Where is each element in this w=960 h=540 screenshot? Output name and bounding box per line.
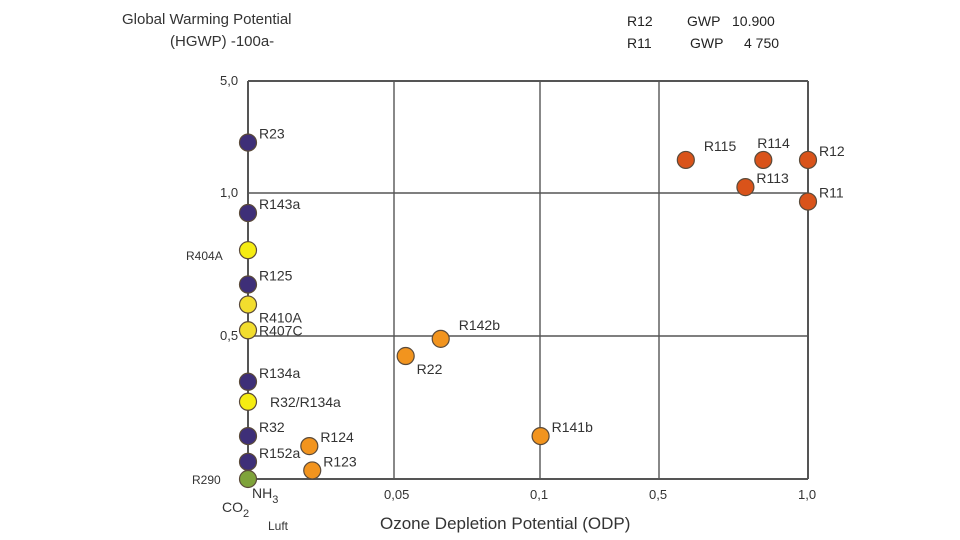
point-label: R407C bbox=[259, 322, 303, 338]
y-tick-label: 5,0 bbox=[220, 73, 238, 88]
point-marker bbox=[736, 178, 755, 197]
extra-label-nh: NH3 bbox=[252, 485, 278, 506]
point-label: R134a bbox=[259, 365, 300, 381]
data-point-r123: R123 bbox=[303, 453, 357, 480]
data-point-r152a: R152a bbox=[238, 445, 300, 471]
point-label: R32/R134a bbox=[270, 394, 341, 410]
point-marker bbox=[238, 469, 258, 489]
data-point-r404a: R404A bbox=[186, 241, 258, 263]
point-marker bbox=[676, 150, 695, 170]
data-point-r23: R23 bbox=[238, 126, 285, 152]
point-label: R124 bbox=[320, 429, 354, 445]
x-tick-label: 1,0 bbox=[798, 487, 816, 502]
point-label: R32 bbox=[259, 419, 285, 435]
point-label: R12 bbox=[819, 143, 845, 159]
data-point-r32: R32 bbox=[238, 419, 285, 446]
point-label: R404A bbox=[186, 249, 223, 263]
data-point-r124: R124 bbox=[300, 429, 354, 456]
point-label: R152a bbox=[259, 445, 300, 461]
point-label: R141b bbox=[552, 419, 593, 435]
point-marker bbox=[396, 346, 415, 366]
point-label: R142b bbox=[459, 317, 500, 333]
annotation-r11-name: R11 bbox=[627, 35, 652, 51]
y-tick-label: 1,0 bbox=[220, 185, 238, 200]
annotation-r12-name: R12 bbox=[627, 13, 653, 29]
data-point-r125: R125 bbox=[238, 268, 293, 294]
x-tick-label: 0,05 bbox=[384, 487, 409, 502]
data-point-r142b: R142b bbox=[431, 317, 500, 348]
extra-label-luft: Luft bbox=[268, 519, 289, 533]
point-marker bbox=[754, 150, 773, 170]
point-label: R123 bbox=[323, 453, 357, 469]
y-tick-label: 0,5 bbox=[220, 328, 238, 343]
point-marker bbox=[238, 452, 258, 471]
tick-labels: 0,05 0,1 0,5 1,0 0,5 1,0 5,0 bbox=[220, 73, 816, 502]
point-label: R143a bbox=[259, 196, 300, 212]
point-label: R114 bbox=[757, 135, 790, 151]
data-point-r115: R115 bbox=[676, 138, 737, 170]
x-axis-label: Ozone Depletion Potential (ODP) bbox=[380, 514, 630, 533]
data-point-r22: R22 bbox=[396, 346, 443, 377]
point-marker bbox=[798, 150, 818, 170]
point-label: R23 bbox=[259, 126, 285, 142]
chart-title-line2: (HGWP) -100a- bbox=[170, 33, 275, 50]
point-label: R410A bbox=[259, 310, 302, 326]
point-label: R115 bbox=[704, 138, 737, 154]
data-point-r113: R113 bbox=[736, 170, 789, 197]
point-label: R11 bbox=[819, 185, 844, 201]
data-point-r410a: R410A bbox=[238, 295, 302, 326]
point-label: R113 bbox=[756, 170, 789, 186]
point-marker bbox=[238, 203, 258, 223]
point-marker bbox=[238, 133, 258, 152]
annotation-r11-gwp-label: GWP bbox=[690, 35, 724, 51]
point-label: R290 bbox=[192, 473, 221, 487]
data-point-r290: R290 bbox=[192, 469, 258, 489]
data-point-r11: R11 bbox=[798, 185, 844, 211]
point-marker bbox=[238, 392, 258, 411]
annotation-r11-gwp-value: 4 750 bbox=[744, 35, 780, 51]
x-tick-label: 0,1 bbox=[530, 487, 548, 502]
point-marker bbox=[238, 372, 258, 391]
x-tick-label: 0,5 bbox=[649, 487, 667, 502]
point-marker bbox=[238, 427, 258, 446]
data-point-r32-r134a: R32/R134a bbox=[238, 392, 341, 411]
point-marker bbox=[300, 437, 319, 456]
extra-label-co: CO2 bbox=[222, 499, 249, 520]
point-marker bbox=[431, 329, 450, 348]
point-marker bbox=[238, 321, 258, 340]
point-marker bbox=[531, 427, 550, 446]
point-marker bbox=[303, 461, 322, 480]
data-point-r114: R114 bbox=[754, 135, 790, 170]
point-marker bbox=[238, 241, 258, 260]
data-point-r407c: R407C bbox=[238, 321, 303, 340]
point-label: R22 bbox=[417, 361, 443, 377]
annotation-r12-gwp-label: GWP bbox=[687, 13, 721, 29]
point-marker bbox=[238, 275, 258, 294]
annotation-r12-gwp-value: 10.900 bbox=[732, 13, 775, 29]
data-point-r141b: R141b bbox=[531, 419, 593, 446]
point-label: R125 bbox=[259, 268, 293, 284]
data-point-r12: R12 bbox=[798, 143, 845, 170]
data-point-r143a: R143a bbox=[238, 196, 300, 223]
point-marker bbox=[798, 192, 818, 211]
data-point-r134a: R134a bbox=[238, 365, 300, 391]
point-marker bbox=[238, 295, 258, 314]
chart-title-line1: Global Warming Potential bbox=[122, 11, 292, 28]
